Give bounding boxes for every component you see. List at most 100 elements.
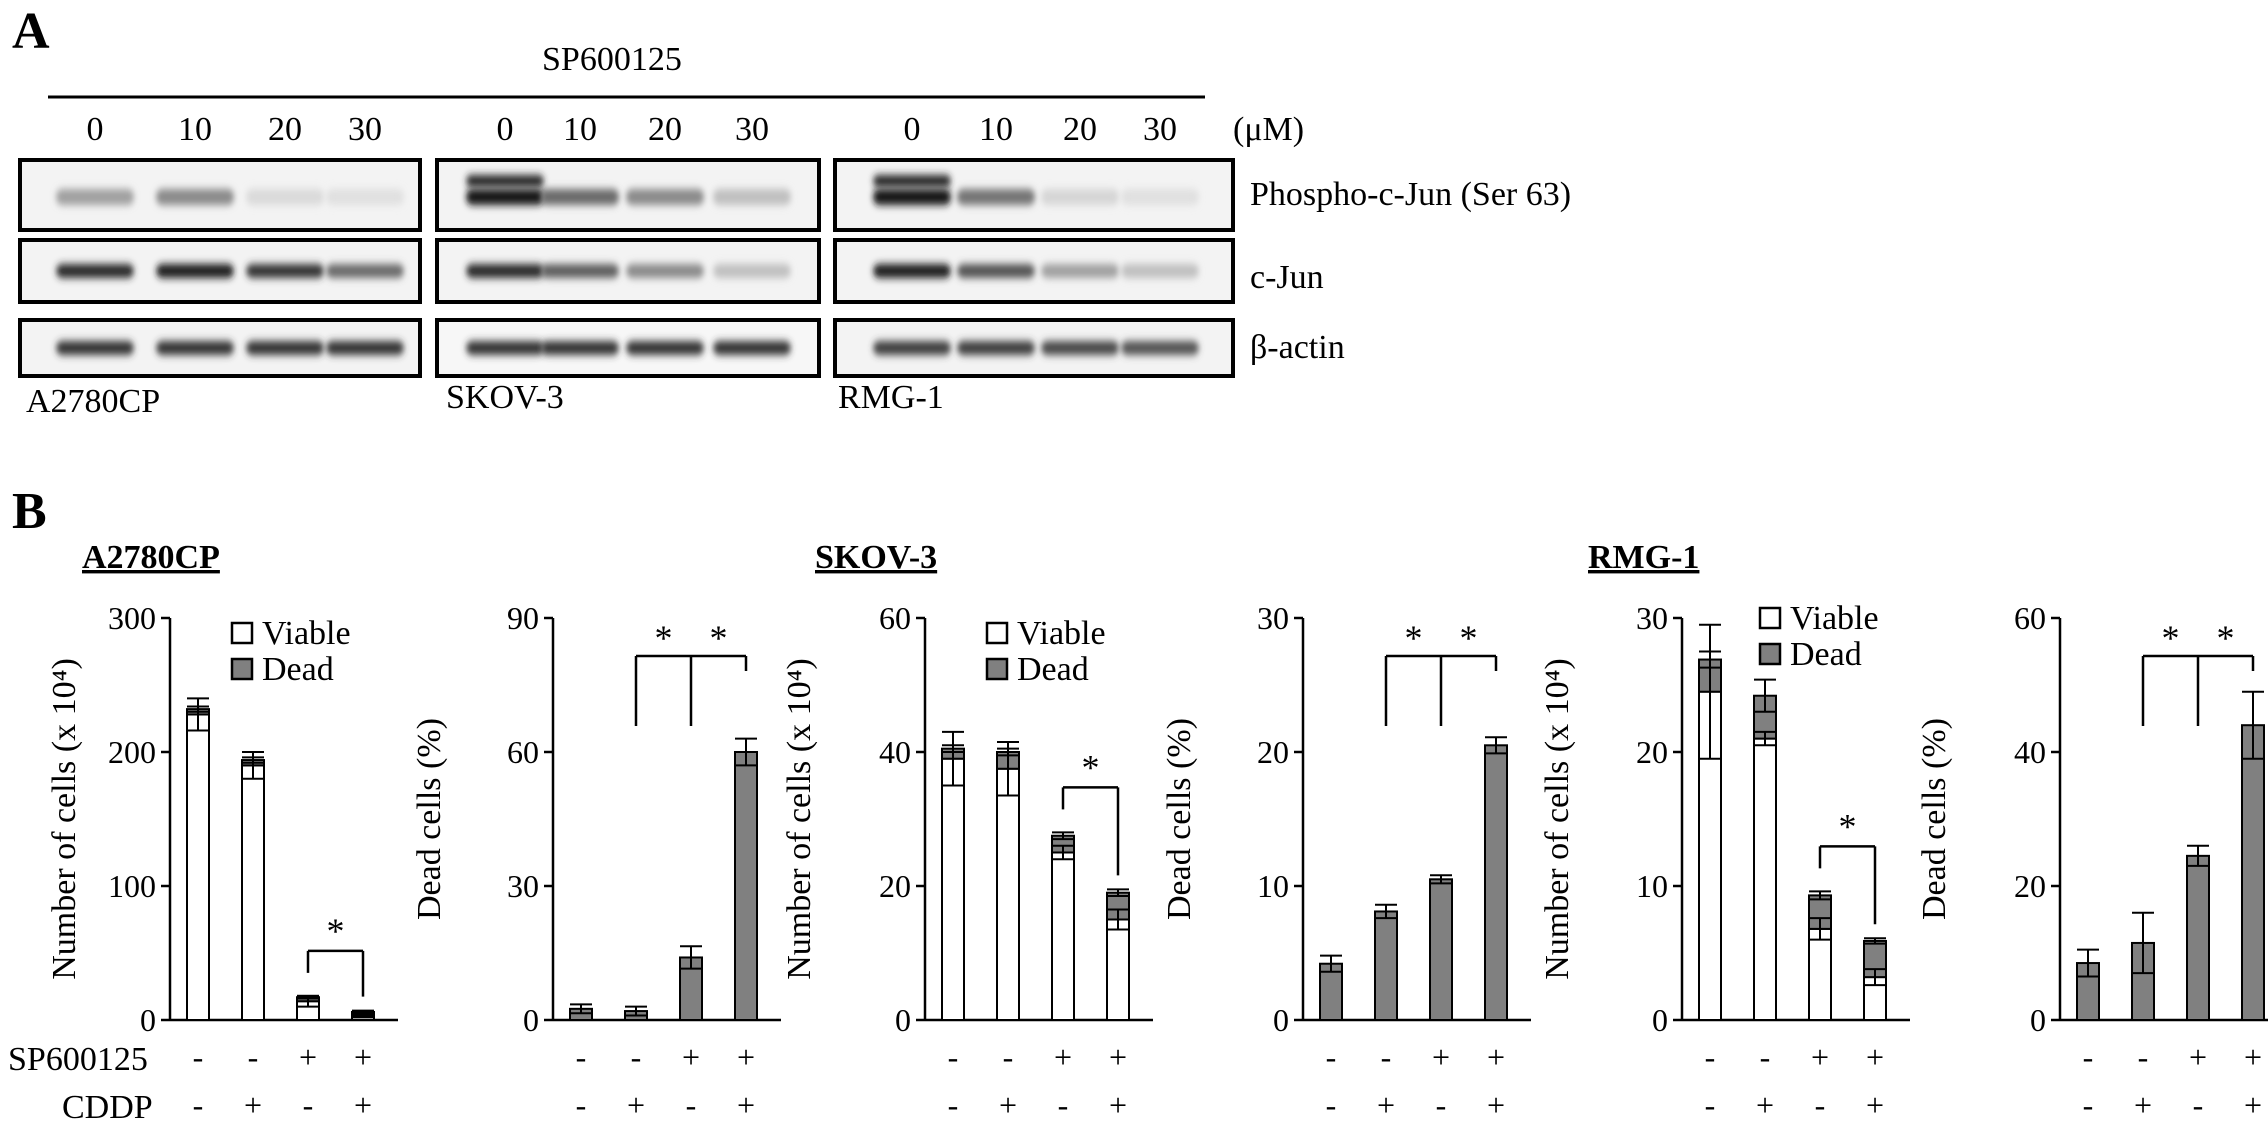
- y-tick-label: 0: [523, 1002, 539, 1038]
- y-tick-label: 200: [108, 734, 156, 770]
- blot-band: [326, 341, 404, 355]
- bar-dead-percent: [1484, 744, 1508, 1021]
- blot-band-upper: [873, 175, 951, 187]
- blot-band: [1041, 264, 1119, 278]
- cddp-sign: +: [1487, 1087, 1505, 1123]
- significance-star: *: [1460, 618, 1478, 658]
- cddp-sign: +: [737, 1087, 755, 1123]
- sp600125-sign: -: [2083, 1039, 2094, 1075]
- legend-swatch-viable: [230, 621, 254, 645]
- bar-viable: [186, 713, 210, 1021]
- bar-viable: [1808, 927, 1832, 1022]
- y-tick-label: 30: [1257, 600, 1289, 636]
- sp600125-sign: -: [576, 1039, 587, 1075]
- row-label-phospho-c-jun: Phospho-c-Jun (Ser 63): [1250, 176, 1571, 213]
- sp600125-sign: -: [193, 1039, 204, 1075]
- bar-viable: [996, 767, 1020, 1021]
- sp600125-sign: -: [1705, 1039, 1716, 1075]
- blot-band: [156, 264, 234, 278]
- row-label-beta-actin: β-actin: [1250, 329, 1345, 366]
- cddp-sign: -: [686, 1087, 697, 1123]
- sp600125-sign: -: [2138, 1039, 2149, 1075]
- y-tick-label: 0: [1273, 1002, 1289, 1038]
- blot-band: [1041, 189, 1119, 205]
- blot-band: [873, 189, 951, 205]
- blot-band: [466, 264, 544, 278]
- cddp-sign: +: [1109, 1087, 1127, 1123]
- dose-label: 0: [87, 111, 104, 148]
- blot-band: [56, 341, 134, 355]
- sp600125-sign: +: [1811, 1039, 1829, 1075]
- cddp-sign: +: [2134, 1087, 2152, 1123]
- significance-star: *: [2162, 618, 2180, 658]
- significance-star: *: [1839, 806, 1857, 846]
- significance-star: *: [655, 618, 673, 658]
- y-tick-label: 90: [507, 600, 539, 636]
- y-tick-label: 20: [1636, 734, 1668, 770]
- blot-band: [246, 264, 324, 278]
- blot-band: [466, 341, 544, 355]
- blot-band: [541, 264, 619, 278]
- y-tick-label: 60: [507, 734, 539, 770]
- blot-band: [1121, 189, 1199, 205]
- title-skov-3: SKOV-3: [815, 539, 937, 576]
- cddp-sign: -: [2083, 1087, 2094, 1123]
- dose-label: 20: [1063, 111, 1097, 148]
- sp600125-sign: +: [1432, 1039, 1450, 1075]
- sp600125-sign: +: [299, 1039, 317, 1075]
- bar-viable: [1106, 918, 1130, 1021]
- y-tick-label: 0: [1652, 1002, 1668, 1038]
- row-label-sp600125: SP600125: [8, 1041, 148, 1078]
- chart-4: 0 10 20 30 Number of cells (x 10⁴) - - - + + - + + Vi…: [1539, 600, 1910, 1123]
- cddp-sign: -: [948, 1087, 959, 1123]
- y-axis-label: Number of cells (x 10⁴): [781, 658, 818, 980]
- cell-line-label-rmg-1: RMG-1: [838, 379, 944, 416]
- blot-band: [246, 189, 324, 205]
- blot-band: [626, 264, 704, 278]
- legend-label-viable: Viable: [262, 615, 351, 652]
- sp600125-sign: +: [354, 1039, 372, 1075]
- significance-star: *: [1405, 618, 1423, 658]
- y-tick-label: 300: [108, 600, 156, 636]
- y-tick-label: 0: [2030, 1002, 2046, 1038]
- cddp-sign: -: [1815, 1087, 1826, 1123]
- sp600125-sign: +: [1109, 1039, 1127, 1075]
- dose-label: 0: [904, 111, 921, 148]
- blot-band: [957, 341, 1035, 355]
- y-axis-label: Number of cells (x 10⁴): [1539, 658, 1576, 980]
- legend-swatch-viable: [1758, 606, 1782, 630]
- bar-viable: [1753, 737, 1777, 1021]
- sp600125-sign: +: [737, 1039, 755, 1075]
- cddp-sign: +: [354, 1087, 372, 1123]
- treatment-label: SP600125: [542, 41, 682, 78]
- y-axis-label: Dead cells (%): [1916, 718, 1953, 920]
- dose-label: 30: [1143, 111, 1177, 148]
- dose-label: 10: [979, 111, 1013, 148]
- cddp-sign: -: [303, 1087, 314, 1123]
- bar-dead-percent: [2186, 854, 2210, 1021]
- blot-band: [957, 264, 1035, 278]
- legend-swatch-dead: [1758, 642, 1782, 666]
- significance-star: *: [710, 618, 728, 658]
- legend-swatch-dead: [230, 657, 254, 681]
- blot-band: [326, 189, 404, 205]
- blot-band-upper: [466, 175, 544, 187]
- blot-band: [541, 341, 619, 355]
- blot-band: [873, 341, 951, 355]
- blot-band: [626, 341, 704, 355]
- sp600125-sign: -: [1003, 1039, 1014, 1075]
- dose-label: 20: [648, 111, 682, 148]
- blot-band: [713, 341, 791, 355]
- chart-3: 0 10 20 30 Dead cells (%) - - - + + - + + * *: [1161, 600, 1531, 1123]
- significance-star: *: [327, 911, 345, 951]
- sp600125-sign: +: [2244, 1039, 2262, 1075]
- dose-unit: (μM): [1233, 111, 1304, 148]
- significance-star: *: [2217, 618, 2235, 658]
- legend-label-dead: Dead: [1790, 636, 1862, 673]
- row-label-cddp: CDDP: [62, 1089, 153, 1126]
- sp600125-sign: -: [948, 1039, 959, 1075]
- sp600125-sign: +: [682, 1039, 700, 1075]
- blot-band: [156, 189, 234, 205]
- dose-label: 10: [563, 111, 597, 148]
- legend-label-viable: Viable: [1790, 600, 1879, 637]
